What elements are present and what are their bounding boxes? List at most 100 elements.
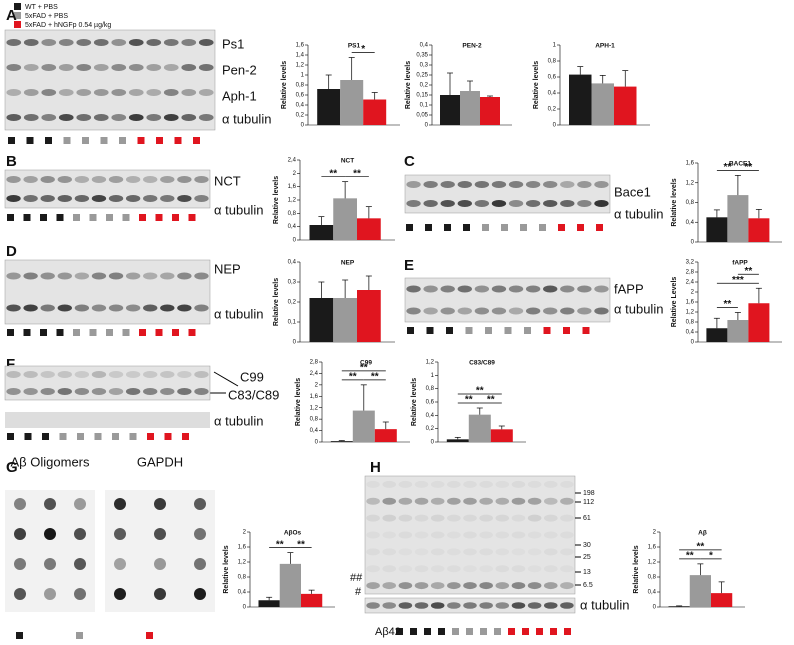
y-tick-label: 0	[691, 240, 695, 246]
blot-band	[560, 481, 574, 488]
blot-band	[160, 371, 175, 378]
legend-swatch	[14, 12, 21, 19]
y-tick-label: 0,4	[648, 590, 657, 596]
blot-band	[146, 114, 162, 121]
blot-band	[398, 480, 413, 488]
significance-label: **	[465, 395, 473, 406]
blot-band	[382, 565, 397, 573]
y-tick-label: 0,4	[288, 224, 297, 230]
blot-band	[160, 304, 175, 312]
y-tick-label: 0	[553, 123, 557, 129]
bar	[446, 439, 469, 442]
y-axis-label: Relative levels	[223, 545, 230, 593]
blot-band	[23, 89, 39, 96]
bar	[569, 74, 592, 125]
lane-marker	[550, 628, 557, 635]
marker-label: 112	[583, 499, 594, 506]
blot-label: Ps1	[222, 36, 244, 51]
blot-band	[74, 304, 90, 312]
blot-band	[108, 304, 124, 312]
y-tick-label: 1,2	[686, 180, 695, 186]
y-tick-label: 2	[653, 530, 657, 536]
y-tick-label: 2	[293, 171, 297, 177]
blot-band	[495, 514, 510, 522]
y-tick-label: 0,2	[288, 300, 297, 306]
y-tick-label: 2	[691, 290, 695, 296]
lane-marker	[100, 137, 108, 144]
lane-marker	[147, 433, 154, 440]
blot-band	[366, 565, 380, 572]
blot-band	[177, 195, 192, 202]
lane-marker	[543, 327, 551, 334]
blot-band	[57, 272, 72, 280]
y-tick-label: 2,4	[310, 371, 319, 377]
blot-band	[560, 285, 575, 293]
y-tick-label: 0,1	[288, 320, 297, 326]
blot-band	[463, 565, 477, 572]
y-tick-label: 0	[301, 123, 305, 129]
blot-band	[108, 195, 124, 202]
blot-band	[560, 582, 574, 590]
dot	[14, 498, 26, 510]
lane-marker	[40, 329, 47, 336]
y-tick-label: 0	[653, 605, 657, 611]
blot-band	[474, 307, 490, 315]
blot-band	[491, 200, 507, 207]
blot-band	[58, 89, 74, 96]
y-tick-label: 1,2	[648, 560, 657, 566]
blot-band	[366, 497, 380, 505]
blot-band	[463, 480, 477, 488]
blot-band	[143, 388, 158, 395]
significance-label: **	[349, 371, 357, 382]
blot-band	[198, 89, 214, 96]
blot-band	[463, 548, 477, 555]
y-tick-label: 0,4	[686, 330, 695, 336]
blot-band	[463, 531, 477, 539]
dot	[14, 558, 26, 570]
y-tick-label: 0	[293, 238, 297, 244]
y-tick-label: 1,6	[296, 43, 305, 49]
bar	[706, 328, 728, 342]
blot-band	[447, 582, 461, 590]
bar	[309, 298, 334, 342]
y-tick-label: 1,2	[310, 405, 319, 411]
y-tick-label: 2,8	[686, 270, 695, 276]
y-tick-label: 1	[553, 43, 557, 49]
lane-marker	[504, 327, 512, 334]
blot-label: α tubulin	[222, 111, 271, 126]
y-tick-label: 0,3	[288, 280, 297, 286]
chart-title: BACE1	[729, 161, 751, 168]
lane-marker	[122, 329, 130, 336]
blot-band	[457, 200, 472, 207]
lane-marker	[77, 433, 84, 440]
blot-band	[415, 532, 429, 539]
bar	[309, 225, 334, 240]
blot-band	[57, 388, 72, 395]
y-axis-label: Relative levels	[273, 278, 280, 326]
dot	[154, 528, 166, 540]
blot-band	[457, 285, 472, 293]
blot-band	[430, 514, 445, 522]
blot-band	[398, 497, 413, 505]
y-tick-label: 0,15	[416, 93, 428, 99]
blot-band	[57, 195, 72, 202]
bar	[317, 89, 341, 125]
lane-marker	[164, 433, 172, 440]
blot-band	[430, 602, 445, 609]
y-tick-label: 2	[315, 382, 319, 388]
blot-band	[6, 39, 22, 46]
blot-band	[508, 307, 524, 315]
arrow	[213, 371, 239, 387]
blot-band	[143, 371, 158, 378]
blot-band	[128, 89, 144, 96]
y-tick-label: 0,6	[296, 93, 305, 99]
chart-title: NCT	[341, 158, 354, 165]
blot-band	[414, 582, 429, 590]
significance-label: **	[696, 542, 704, 553]
significance-label: **	[724, 299, 732, 310]
y-axis-label: Relative levels	[295, 378, 302, 426]
lane-marker	[129, 433, 137, 440]
lane-marker	[23, 329, 31, 336]
lane-marker	[193, 137, 200, 144]
bar	[330, 441, 353, 442]
